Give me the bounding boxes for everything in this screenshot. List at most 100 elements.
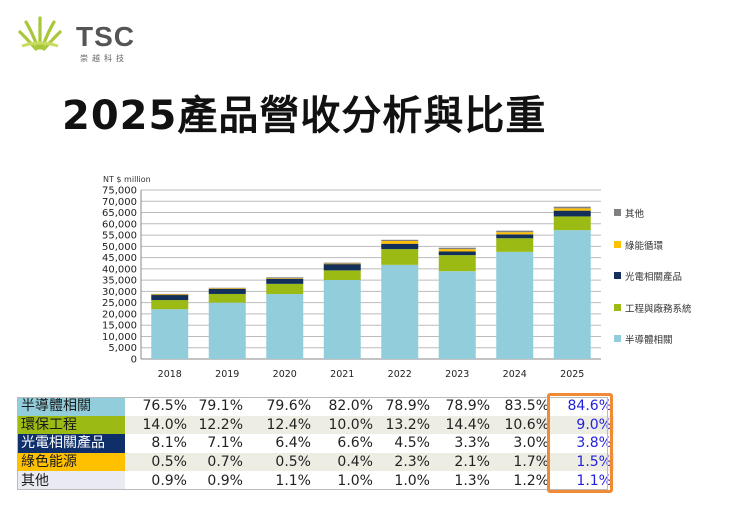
legend-item: 其他: [614, 206, 692, 238]
x-tick-label: 2023: [445, 369, 469, 380]
share-cell: 4.5%: [394, 435, 430, 452]
y-tick-label: 40,000: [102, 264, 137, 275]
share-cell: 0.5%: [245, 452, 313, 472]
x-tick-label: 2019: [215, 369, 239, 380]
bar-segment-2021-2: [323, 264, 361, 271]
share-cell: 6.4%: [275, 435, 311, 452]
y-tick-label: 45,000: [102, 253, 137, 264]
share-cell: 14.0%: [125, 415, 189, 435]
y-tick-label: 50,000: [102, 242, 137, 253]
share-cell: 10.6%: [492, 415, 551, 435]
share-cell: 12.2%: [189, 415, 245, 435]
table-row: 綠色能源 0.5% 0.7% 0.5% 0.4% 2.3% 2.1% 1.7% 1.5%: [17, 452, 614, 472]
table-row: 環保工程 14.0% 12.2% 12.4% 10.0% 13.2% 14.4% 10.6% 9…: [17, 415, 614, 435]
logo-subtitle: 崇越科技: [80, 54, 128, 63]
y-tick-label: 30,000: [102, 287, 137, 298]
bar-segment-2023-2: [438, 251, 476, 256]
bar-segment-2020-2: [266, 278, 304, 284]
x-tick-label: 2018: [158, 369, 182, 380]
share-cell: 78.9%: [445, 398, 490, 415]
share-cell: 7.1%: [207, 435, 243, 452]
bar-segment-2022-2: [381, 243, 419, 250]
y-tick-label: 20,000: [102, 309, 137, 320]
bar-segment-2020-4: [266, 277, 304, 279]
bar-segment-2021-1: [323, 270, 361, 281]
y-tick-label: 5,000: [108, 343, 137, 354]
share-cell: 0.9%: [207, 472, 243, 489]
chart-legend: 其他綠能循環光電相關產品工程與廠務系統 半導體相關: [614, 206, 692, 364]
x-tick-label: 2022: [388, 369, 412, 380]
bar-segment-2024-1: [496, 238, 534, 252]
bar-segment-2019-4: [208, 287, 246, 289]
legend-swatch: [614, 209, 621, 216]
legend-item: 半導體相關: [614, 332, 692, 364]
bar-segment-2020-0: [266, 293, 304, 359]
bar-segment-2019-3: [208, 288, 246, 290]
share-cell: 0.9%: [151, 472, 187, 489]
y-tick-label: 10,000: [102, 332, 137, 343]
row-label: 環保工程: [17, 415, 125, 435]
logo-leaf-icon: [18, 16, 62, 51]
legend-label: 工程與廠務系統: [625, 303, 692, 315]
y-tick-label: 15,000: [102, 321, 137, 332]
y-tick-label: 70,000: [102, 197, 137, 208]
legend-item: 光電相關產品: [614, 269, 692, 301]
bar-segment-2018-4: [151, 293, 189, 295]
page-title: 2025產品營收分析與比重: [62, 93, 547, 139]
y-tick-label: 60,000: [102, 219, 137, 230]
bar-segment-2019-2: [208, 288, 246, 294]
bar-segment-2024-3: [496, 232, 534, 235]
bar-segment-2022-0: [381, 264, 419, 359]
bar-segment-2020-1: [266, 283, 304, 294]
legend-swatch: [614, 303, 621, 311]
share-cell: 3.8%: [576, 435, 612, 452]
share-cell: 3.3%: [454, 435, 490, 452]
bar-segment-2018-1: [151, 300, 189, 310]
y-axis-label: NT $ million: [103, 175, 151, 184]
bar-segment-2025-4: [553, 206, 591, 209]
bar-segment-2021-0: [323, 280, 361, 359]
legend-swatch: [614, 272, 621, 279]
share-cell: 1.2%: [513, 472, 549, 489]
legend-label: 其他: [625, 209, 645, 220]
share-cell: 79.6%: [266, 398, 311, 415]
share-cell: 78.9%: [385, 398, 430, 415]
share-cell: 1.1%: [576, 472, 612, 489]
logo-text: TSC: [76, 21, 135, 52]
share-cell: 82.0%: [328, 398, 373, 415]
share-cell: 0.7%: [189, 452, 245, 472]
y-tick-label: 65,000: [102, 208, 137, 219]
share-cell: 12.4%: [245, 415, 313, 435]
share-cell: 76.5%: [142, 398, 187, 415]
share-cell: 14.4%: [432, 415, 492, 435]
share-cell: 0.5%: [125, 452, 189, 472]
table-row: 光電相關產品 8.1% 7.1% 6.4% 6.6% 4.5% 3.3% 3.0% 3.8%: [17, 434, 614, 453]
row-label: 其他: [17, 471, 125, 490]
bar-segment-2025-3: [553, 208, 591, 211]
table-row: 半導體相關 76.5% 79.1% 79.6% 82.0% 78.9% 78.9% 83.5%…: [17, 397, 614, 416]
bar-segment-2021-4: [323, 262, 361, 264]
share-cell: 1.1%: [275, 472, 311, 489]
bar-segment-2024-0: [496, 251, 534, 359]
bar-segment-2023-3: [438, 249, 476, 252]
bar-segment-2021-3: [323, 263, 361, 265]
y-tick-label: 35,000: [102, 276, 137, 287]
bar-segment-2018-0: [151, 309, 189, 359]
share-cell: 8.1%: [151, 435, 187, 452]
bar-segment-2024-4: [496, 230, 534, 233]
share-cell: 83.5%: [504, 398, 549, 415]
legend-swatch: [614, 335, 621, 342]
bar-segment-2018-2: [151, 294, 189, 301]
x-tick-label: 2025: [560, 369, 584, 380]
bar-segment-2023-0: [438, 271, 476, 359]
legend-label: 綠能循環: [625, 240, 664, 252]
tsc-logo: TSC 崇越科技: [18, 12, 138, 63]
x-tick-label: 2021: [330, 369, 354, 380]
row-label: 綠色能源: [17, 452, 125, 472]
share-cell: 1.3%: [454, 472, 490, 489]
bar-segment-2024-2: [496, 234, 534, 239]
bar-segment-2022-1: [381, 249, 419, 265]
legend-item: 工程與廠務系統: [614, 301, 692, 333]
legend-label: 半導體相關: [625, 335, 673, 346]
share-cell: 6.6%: [337, 435, 373, 452]
